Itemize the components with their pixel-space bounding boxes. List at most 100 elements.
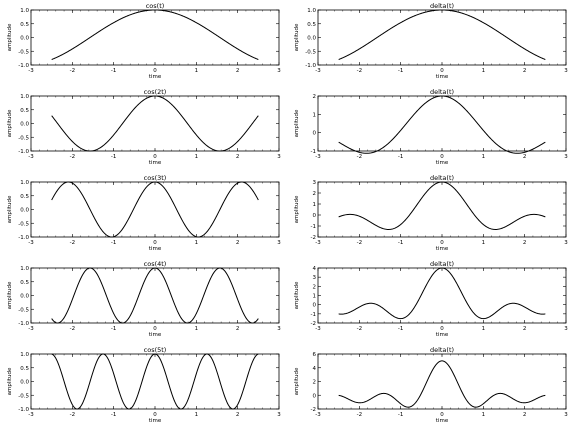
y-tick-label: 0.0: [307, 36, 316, 42]
series-line: [51, 353, 259, 410]
x-tick-label: 2: [236, 240, 240, 246]
y-tick-label: 0.5: [20, 108, 29, 114]
y-tick-label: 1: [313, 294, 317, 300]
x-tick-label: 1: [482, 154, 486, 160]
subplot-title: cos(t): [146, 2, 165, 10]
y-tick-label: 0: [313, 393, 317, 399]
x-tick-label: 2: [523, 412, 527, 418]
y-axis-label: amplitude: [294, 23, 300, 51]
x-tick-label: 2: [523, 154, 527, 160]
y-tick-label: -0.5: [18, 221, 29, 227]
series-line: [51, 95, 259, 152]
x-tick-label: 3: [564, 154, 568, 160]
x-tick-label: 1: [195, 154, 199, 160]
y-tick-label: 0.5: [20, 22, 29, 28]
subplot-9: -3 -2 -1 0 1 2 3 -1.0 -0.5 0.0 0.5 1.0 cos(5t) time am…: [7, 346, 281, 424]
subplot-5: -3 -2 -1 0 1 2 3 -1.0 -0.5 0.0 0.5 1.0 cos(3t) time am…: [7, 174, 281, 252]
x-tick-label: -3: [315, 154, 321, 160]
x-tick-label: 0: [153, 68, 157, 74]
y-tick-label: -1.0: [305, 63, 316, 69]
x-tick-label: 2: [236, 326, 240, 332]
x-tick-label: 0: [440, 154, 444, 160]
x-tick-label: -1: [398, 68, 403, 74]
y-tick-label: -0.5: [18, 307, 29, 313]
x-tick-label: -3: [28, 68, 34, 74]
y-tick-label: 0.0: [20, 294, 29, 300]
x-tick-label: 1: [482, 240, 486, 246]
plot-frame: [317, 267, 567, 324]
x-tick-label: -3: [315, 240, 321, 246]
series-line: [338, 267, 546, 320]
series-line: [51, 267, 259, 324]
x-tick-label: 2: [236, 68, 240, 74]
x-tick-label: -2: [70, 412, 75, 418]
x-tick-label: -1: [111, 326, 116, 332]
x-axis-label: time: [436, 332, 449, 338]
y-tick-label: 0.0: [20, 208, 29, 214]
y-tick-label: 1: [313, 112, 317, 118]
y-tick-label: 1.0: [20, 180, 29, 186]
x-tick-label: 2: [523, 326, 527, 332]
y-tick-label: -1: [311, 312, 316, 318]
x-tick-label: -3: [28, 240, 34, 246]
y-tick-label: 0.5: [307, 22, 316, 28]
plot-frame: [317, 353, 567, 410]
y-axis-label: amplitude: [294, 367, 300, 395]
y-tick-label: 3: [313, 275, 317, 281]
y-tick-label: -0.5: [18, 393, 29, 399]
x-tick-label: -1: [398, 326, 403, 332]
x-tick-label: 1: [195, 240, 199, 246]
x-tick-label: 3: [277, 68, 281, 74]
x-tick-label: 0: [153, 154, 157, 160]
x-tick-label: -1: [398, 412, 403, 418]
x-tick-label: 3: [564, 412, 568, 418]
y-axis-label: amplitude: [7, 109, 13, 137]
x-tick-label: -1: [111, 154, 116, 160]
y-tick-label: 1.0: [307, 8, 316, 14]
series-line: [338, 181, 546, 230]
x-axis-label: time: [149, 246, 162, 252]
x-tick-label: 2: [523, 240, 527, 246]
x-tick-label: 0: [153, 412, 157, 418]
x-axis-label: time: [149, 418, 162, 424]
y-tick-label: 0.5: [20, 280, 29, 286]
y-tick-label: 0.0: [20, 36, 29, 42]
subplot-title: delta(t): [430, 260, 454, 268]
y-tick-label: -1.0: [18, 407, 29, 413]
plot-frame: [317, 95, 567, 152]
y-tick-label: 1.0: [20, 8, 29, 14]
y-axis-label: amplitude: [294, 281, 300, 309]
y-tick-label: -1.0: [18, 63, 29, 69]
y-tick-label: -1: [311, 149, 316, 155]
y-tick-label: 1.0: [20, 94, 29, 100]
x-tick-label: 1: [482, 412, 486, 418]
x-tick-label: -2: [357, 240, 362, 246]
x-tick-label: 1: [195, 326, 199, 332]
x-tick-label: 0: [440, 326, 444, 332]
subplot-title: cos(4t): [144, 260, 167, 268]
y-axis-label: amplitude: [7, 23, 13, 51]
x-tick-label: 0: [440, 240, 444, 246]
x-axis-label: time: [149, 332, 162, 338]
subplot-title: cos(2t): [144, 88, 167, 96]
y-tick-label: -1.0: [18, 149, 29, 155]
x-tick-label: -3: [28, 412, 34, 418]
y-tick-label: -1.0: [18, 235, 29, 241]
x-tick-label: 0: [153, 240, 157, 246]
y-tick-label: -2: [311, 407, 316, 413]
y-tick-label: 1.0: [20, 266, 29, 272]
x-tick-label: -2: [357, 154, 362, 160]
x-tick-label: -1: [111, 240, 116, 246]
plot-frame: [30, 181, 280, 238]
y-tick-label: 2: [313, 284, 317, 290]
x-tick-label: 3: [564, 326, 568, 332]
x-tick-label: 1: [195, 68, 199, 74]
y-tick-label: 0: [313, 131, 317, 137]
y-tick-label: 0.5: [20, 366, 29, 372]
x-tick-label: -3: [315, 68, 321, 74]
y-axis-label: amplitude: [294, 195, 300, 223]
x-axis-label: time: [149, 74, 162, 80]
subplot-title: delta(t): [430, 2, 454, 10]
subplot-2: -3 -2 -1 0 1 2 3 -1.0 -0.5 0.0 0.5 1.0 delta(t) time a…: [294, 2, 568, 80]
